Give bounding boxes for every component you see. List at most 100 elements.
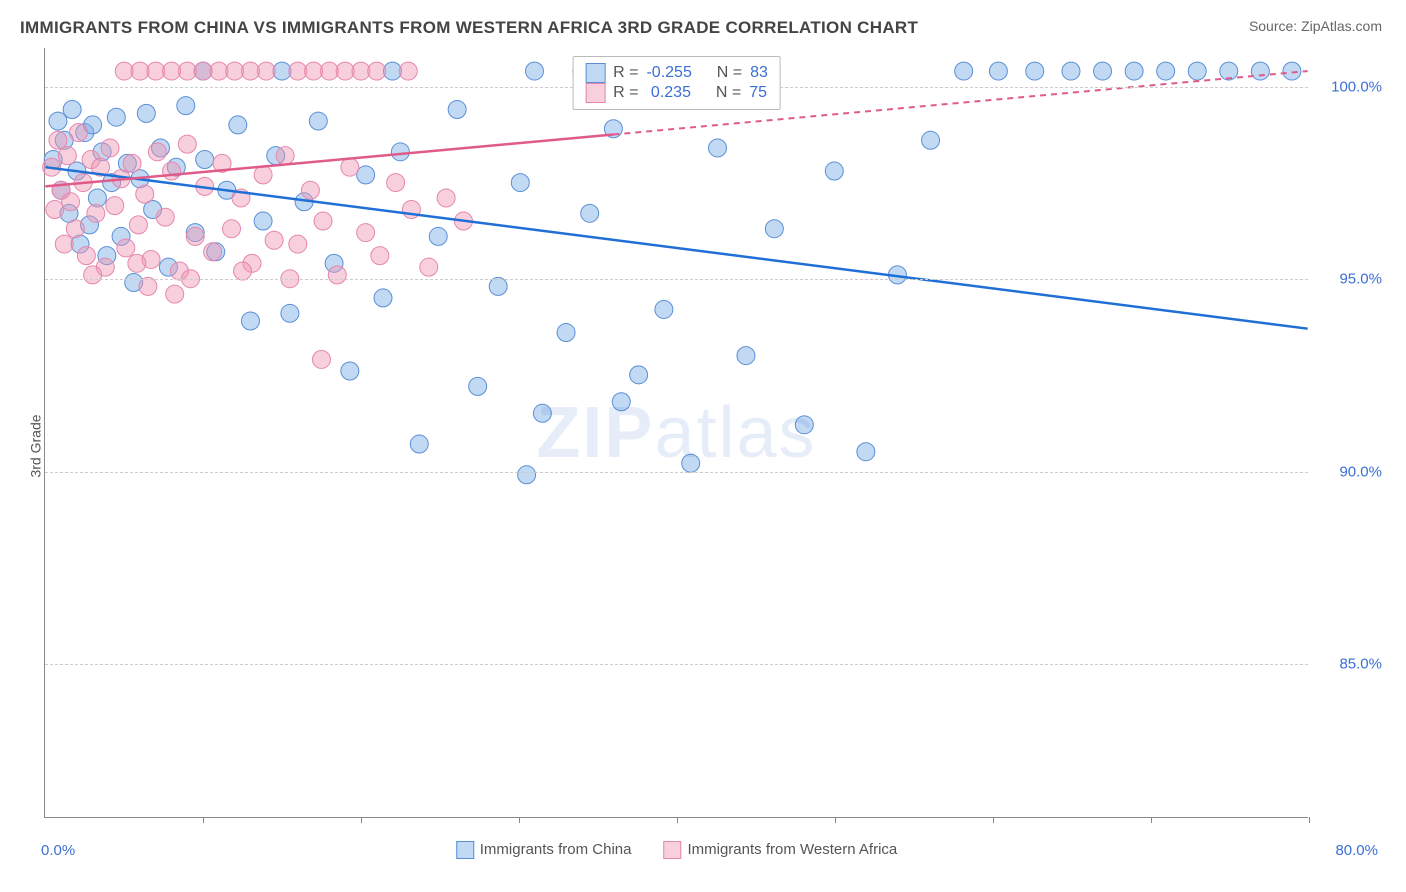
x-tick — [1309, 817, 1310, 823]
data-point — [489, 277, 507, 295]
data-point — [857, 443, 875, 461]
data-point — [301, 181, 319, 199]
data-point — [309, 112, 327, 130]
data-point — [62, 193, 80, 211]
data-point — [709, 139, 727, 157]
data-point — [410, 435, 428, 453]
data-point — [101, 139, 119, 157]
x-tick — [519, 817, 520, 823]
data-point — [1026, 62, 1044, 80]
data-point — [399, 62, 417, 80]
plot-area: ZIPatlas R = -0.255 N = 83 R = 0.235 N =… — [44, 48, 1308, 818]
data-point — [139, 277, 157, 295]
x-tick — [361, 817, 362, 823]
data-point — [314, 212, 332, 230]
data-point — [328, 266, 346, 284]
n-label-wafrica: N = — [716, 84, 741, 102]
data-point — [655, 300, 673, 318]
data-point — [305, 62, 323, 80]
data-point — [511, 174, 529, 192]
x-axis-min-label: 0.0% — [41, 842, 75, 859]
data-point — [1188, 62, 1206, 80]
data-point — [437, 189, 455, 207]
data-point — [186, 227, 204, 245]
legend-label-china: Immigrants from China — [480, 841, 632, 858]
data-point — [612, 393, 630, 411]
stats-legend-box: R = -0.255 N = 83 R = 0.235 N = 75 — [572, 56, 781, 110]
data-point — [630, 366, 648, 384]
x-tick — [677, 817, 678, 823]
y-tick-label: 90.0% — [1339, 463, 1382, 480]
data-point — [448, 101, 466, 119]
legend-swatch-wafrica-icon — [663, 841, 681, 859]
data-point — [137, 104, 155, 122]
data-point — [518, 466, 536, 484]
data-point — [178, 135, 196, 153]
x-tick — [1151, 817, 1152, 823]
data-point — [254, 212, 272, 230]
data-point — [129, 216, 147, 234]
data-point — [1125, 62, 1143, 80]
data-point — [131, 62, 149, 80]
source-attribution: Source: ZipAtlas.com — [1249, 18, 1382, 34]
data-point — [682, 454, 700, 472]
data-point — [765, 220, 783, 238]
swatch-china-icon — [585, 63, 605, 83]
data-point — [737, 347, 755, 365]
n-label-china: N = — [717, 64, 742, 82]
data-point — [341, 362, 359, 380]
data-point — [420, 258, 438, 276]
data-point — [77, 247, 95, 265]
data-point — [281, 304, 299, 322]
data-point — [391, 143, 409, 161]
data-point — [241, 62, 259, 80]
data-point — [49, 131, 67, 149]
data-point — [265, 231, 283, 249]
plot-svg — [45, 48, 1308, 817]
data-point — [825, 162, 843, 180]
gridline — [45, 664, 1308, 665]
data-point — [87, 204, 105, 222]
data-point — [1157, 62, 1175, 80]
x-tick — [993, 817, 994, 823]
gridline — [45, 279, 1308, 280]
legend-label-wafrica: Immigrants from Western Africa — [687, 841, 897, 858]
data-point — [1283, 62, 1301, 80]
legend-item-wafrica: Immigrants from Western Africa — [663, 841, 897, 859]
data-point — [795, 416, 813, 434]
data-point — [374, 289, 392, 307]
r-label-wafrica: R = — [613, 84, 638, 102]
n-value-wafrica: 75 — [749, 84, 767, 102]
data-point — [66, 220, 84, 238]
data-point — [148, 143, 166, 161]
data-point — [58, 147, 76, 165]
x-tick — [203, 817, 204, 823]
data-point — [469, 377, 487, 395]
legend-swatch-china-icon — [456, 841, 474, 859]
data-point — [989, 62, 1007, 80]
data-point — [63, 101, 81, 119]
data-point — [46, 201, 64, 219]
data-point — [107, 108, 125, 126]
data-point — [336, 62, 354, 80]
source-label: Source: — [1249, 18, 1301, 34]
y-tick-label: 100.0% — [1331, 78, 1382, 95]
data-point — [357, 166, 375, 184]
data-point — [234, 262, 252, 280]
data-point — [368, 62, 386, 80]
data-point — [136, 185, 154, 203]
data-point — [276, 147, 294, 165]
stats-row-china: R = -0.255 N = 83 — [585, 63, 768, 83]
r-value-china: -0.255 — [646, 64, 691, 82]
data-point — [123, 154, 141, 172]
data-point — [106, 197, 124, 215]
data-point — [1251, 62, 1269, 80]
source-value: ZipAtlas.com — [1301, 18, 1382, 34]
data-point — [196, 151, 214, 169]
data-point — [533, 404, 551, 422]
data-point — [371, 247, 389, 265]
data-point — [955, 62, 973, 80]
r-value-wafrica: 0.235 — [646, 84, 691, 102]
legend-bottom: Immigrants from China Immigrants from We… — [456, 841, 898, 859]
data-point — [387, 174, 405, 192]
